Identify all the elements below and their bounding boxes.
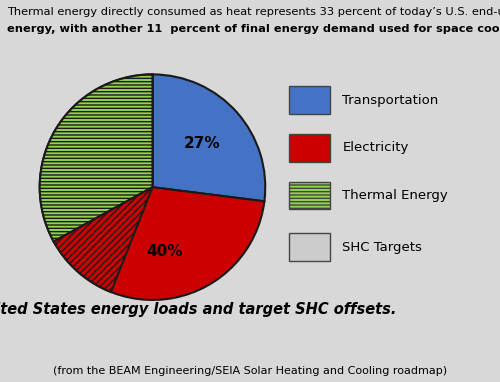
FancyBboxPatch shape	[289, 86, 330, 114]
FancyBboxPatch shape	[289, 233, 330, 261]
Text: 40%: 40%	[146, 244, 183, 259]
Text: 33%: 33%	[81, 148, 118, 163]
Wedge shape	[40, 74, 152, 241]
Wedge shape	[152, 74, 266, 201]
FancyBboxPatch shape	[289, 134, 330, 162]
Wedge shape	[54, 187, 152, 292]
Text: Electricity: Electricity	[342, 141, 409, 154]
Text: energy, with another 11  percent of final energy demand used for space cooling.: energy, with another 11 percent of final…	[7, 24, 500, 34]
Wedge shape	[54, 187, 264, 300]
FancyBboxPatch shape	[289, 182, 330, 209]
Text: Thermal energy directly consumed as heat represents 33 percent of today’s U.S. e: Thermal energy directly consumed as heat…	[7, 7, 500, 17]
Text: (from the BEAM Engineering/SEIA Solar Heating and Cooling roadmap): (from the BEAM Engineering/SEIA Solar He…	[53, 366, 447, 376]
Wedge shape	[40, 74, 152, 241]
Text: Thermal Energy: Thermal Energy	[342, 189, 448, 202]
Text: 27%: 27%	[184, 136, 220, 151]
Text: SHC Targets: SHC Targets	[342, 241, 422, 254]
Text: United States energy loads and target SHC offsets.: United States energy loads and target SH…	[0, 302, 396, 317]
Text: Transportation: Transportation	[342, 94, 438, 107]
